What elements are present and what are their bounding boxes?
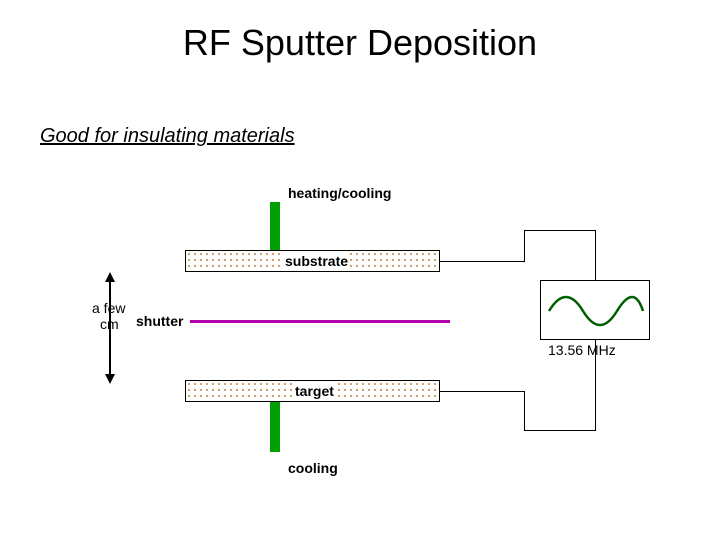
cooling-bar xyxy=(270,402,280,452)
wire-top-h xyxy=(440,261,525,262)
heating-cooling-bar xyxy=(270,202,280,250)
label-afew: a few xyxy=(92,300,125,316)
sputter-diagram: a few cm heating/cooling substrate shutt… xyxy=(40,170,680,510)
rf-source-box xyxy=(540,280,650,340)
page-title: RF Sputter Deposition xyxy=(0,22,720,64)
arrow-down-icon xyxy=(105,374,115,384)
label-freq: 13.56 MHz xyxy=(548,342,616,358)
subtitle: Good for insulating materials xyxy=(40,125,295,148)
wire-bot-h2 xyxy=(524,430,595,431)
sine-wave-icon xyxy=(541,281,651,341)
label-cooling: cooling xyxy=(288,460,338,476)
wire-bot-v xyxy=(524,391,525,431)
label-heating-cooling: heating/cooling xyxy=(288,185,391,201)
wire-bot-h xyxy=(440,391,525,392)
label-substrate: substrate xyxy=(283,253,350,269)
wire-top-v2 xyxy=(595,230,596,280)
arrow-up-icon xyxy=(105,272,115,282)
wire-top-h2 xyxy=(524,230,595,231)
shutter-line xyxy=(190,320,450,323)
wire-top-v xyxy=(524,230,525,262)
label-cm: cm xyxy=(100,316,119,332)
label-target: target xyxy=(293,383,336,399)
label-shutter: shutter xyxy=(136,313,183,329)
